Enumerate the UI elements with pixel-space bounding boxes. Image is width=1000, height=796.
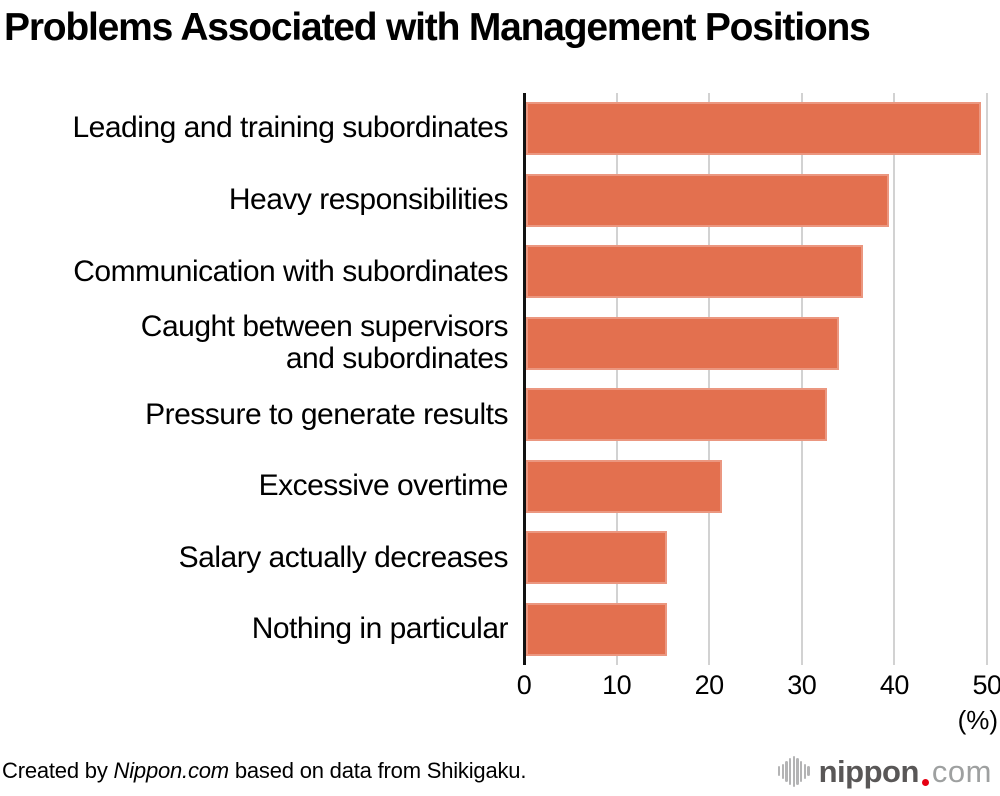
chart-title: Problems Associated with Management Posi…	[4, 6, 871, 49]
nippon-logo: nippon com	[777, 755, 992, 787]
bar	[526, 602, 668, 656]
x-tick-label: 0	[516, 670, 532, 700]
x-axis-unit-label: (%)	[957, 705, 998, 735]
category-label: Excessive overtime	[258, 469, 509, 503]
credit-suffix: based on data from Shikigaku.	[228, 758, 527, 783]
credit-prefix: Created by	[2, 758, 114, 783]
x-tick-label: 50	[972, 670, 1000, 700]
soundwave-bars-icon	[777, 755, 810, 787]
x-axis-ticks: 0 10 20 30 40 50	[517, 670, 1000, 702]
bar-row	[526, 602, 987, 656]
category-labels: Leading and training subordinates Heavy r…	[0, 102, 508, 656]
bar-row	[526, 245, 987, 299]
category-label: Heavy responsibilities	[228, 183, 509, 217]
bar-row	[526, 531, 987, 585]
nippon-logo-dot-icon	[921, 778, 929, 786]
x-tick-label: 20	[694, 670, 725, 700]
bar-chart: Leading and training subordinates Heavy r…	[0, 93, 1000, 743]
credit-line: Created by Nippon.com based on data from…	[2, 758, 526, 784]
category-label: Pressure to generate results	[145, 397, 508, 431]
x-tick-label: 40	[879, 670, 910, 700]
nippon-logo-tld: com	[931, 753, 992, 789]
bar	[526, 459, 723, 513]
nippon-logo-text: nippon com	[819, 756, 992, 787]
gridline	[615, 93, 618, 665]
bar-row	[526, 459, 987, 513]
category-label: Leading and training subordinates	[72, 111, 508, 145]
nippon-logo-name: nippon	[818, 753, 920, 789]
gridline	[893, 93, 896, 665]
bar	[526, 173, 890, 227]
bar	[526, 102, 982, 155]
bar	[526, 388, 827, 442]
gridline	[708, 93, 711, 665]
bar-row	[526, 173, 987, 227]
bar	[526, 531, 668, 585]
bar-row	[526, 316, 987, 370]
category-label: Nothing in particular	[251, 612, 509, 646]
credit-source: Nippon.com	[113, 758, 230, 783]
bar-row	[526, 102, 987, 155]
plot-area	[523, 93, 988, 665]
category-label: Communication with subordinates	[73, 254, 508, 288]
category-label: Caught between supervisors and subordina…	[140, 310, 509, 376]
bar	[526, 245, 864, 299]
x-tick-label: 30	[787, 670, 817, 700]
bar-row	[526, 388, 987, 442]
bar	[526, 316, 839, 370]
footer: Created by Nippon.com based on data from…	[2, 750, 992, 792]
bars	[526, 102, 987, 656]
y-axis-line	[523, 93, 526, 665]
gridline	[986, 93, 988, 665]
category-label: Salary actually decreases	[178, 540, 509, 574]
x-tick-label: 10	[602, 670, 632, 700]
gridline	[800, 93, 803, 665]
